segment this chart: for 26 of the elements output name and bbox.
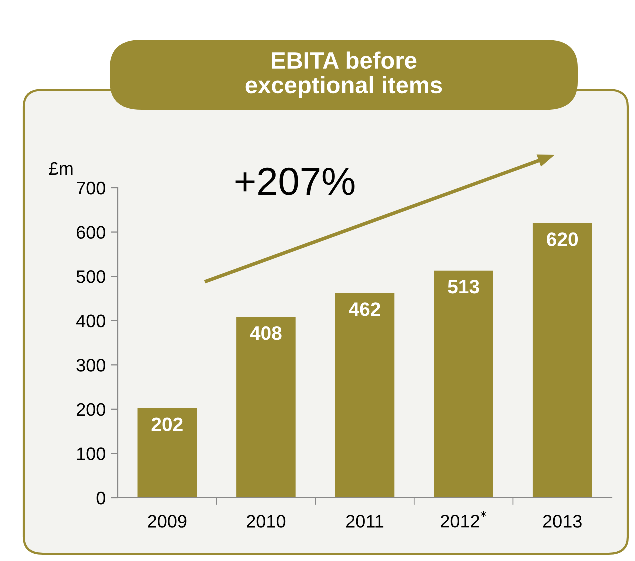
data-label: 620 [547,232,578,246]
bar [236,317,296,498]
bar [335,293,395,498]
x-tick-label: 2013 [543,515,582,528]
chart-title: EBITA before exceptional items [246,52,442,98]
data-label: 462 [349,302,380,316]
x-tick-label: 2009 [148,515,187,528]
x-tick-label: 2012$^{*}$ [441,511,486,528]
data-label: 202 [152,418,183,432]
bar [138,408,198,498]
annotation: +207% [236,168,355,196]
y-tick-label: 300 [76,359,106,372]
y-tick-label: 200 [76,403,106,416]
data-label: 513 [448,280,480,294]
data-label: 408 [250,326,282,340]
y-tick-label: 500 [76,270,106,284]
bar [532,223,592,498]
y-tick-label: 700 [77,182,106,195]
y-tick-label: 400 [76,314,106,328]
y-axis-title: £m [49,162,73,175]
y-tick-label: 600 [76,226,106,240]
x-tick-label: 2011 [346,515,384,528]
y-tick-label: 100 [77,448,106,460]
y-tick-label: 0 [96,492,106,505]
x-tick-label: 2010 [247,515,286,528]
bar [434,270,494,498]
